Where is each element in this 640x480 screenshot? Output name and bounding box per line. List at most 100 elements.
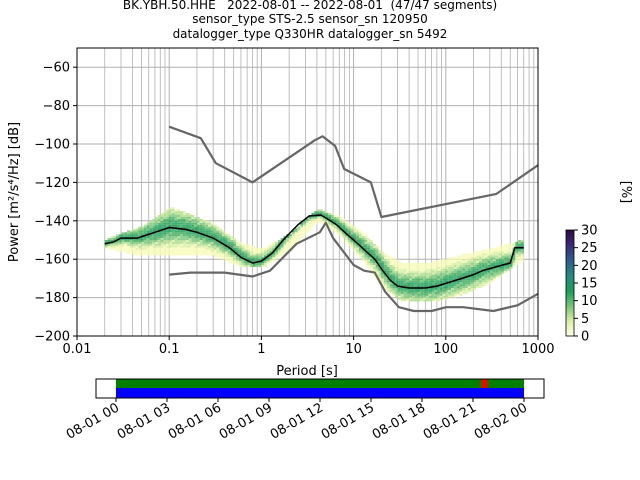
density-cell [180,211,183,214]
density-cell [180,251,183,254]
density-cell [392,289,396,292]
density-cell [372,251,376,254]
density-cell [386,263,390,265]
density-cell [384,270,387,273]
density-cell [163,245,167,248]
density-cell [163,218,167,221]
density-cell [406,295,410,298]
density-cell [322,215,326,217]
density-cell [451,274,454,277]
density-cell [247,259,250,262]
density-cell [495,270,499,273]
density-cell [227,247,231,250]
density-cell [434,288,438,290]
density-cell [266,263,270,265]
density-cell [146,226,150,229]
density-cell [409,263,412,265]
density-cell [434,297,438,300]
density-cell [138,232,142,235]
density-cell [509,263,513,265]
series-lines [104,125,538,313]
density-cell [434,274,438,277]
density-cell [339,226,343,229]
density-cell [375,249,379,252]
density-cell [409,270,412,273]
density-cell [520,253,524,256]
density-cell [266,261,270,264]
density-cell [124,251,128,254]
density-cell [115,238,119,240]
density-cell [425,264,429,267]
density-cell [375,255,379,258]
density-cell [481,284,485,287]
density-cell [166,220,169,223]
density-cell [358,234,362,237]
density-cell [428,299,432,302]
density-cell [132,240,136,242]
density-cell [305,224,309,227]
density-cell [168,209,172,212]
density-cell [336,222,340,225]
time-tick-label: 08-01 03 [115,400,173,442]
density-cell [350,243,354,246]
density-cell [182,226,186,229]
density-cell [375,278,379,281]
density-cell [155,241,158,244]
density-cell [241,243,245,246]
density-cell [378,272,382,275]
density-cell [515,249,519,252]
y-tick-label: −140 [34,214,70,229]
density-cell [378,257,382,260]
density-cell [236,240,239,242]
density-cell [230,261,234,264]
density-cell [512,264,516,267]
density-cell [420,264,424,267]
coverage-strip [116,379,524,388]
density-cell [479,259,482,262]
density-cell [202,249,206,252]
density-cell [182,211,186,214]
density-cell [157,222,161,225]
density-cell [210,253,214,256]
x-tick-label: 10 [345,342,362,357]
density-cell [157,238,161,240]
density-cell [378,276,382,279]
series-mean [104,214,524,289]
density-cell [501,266,505,269]
density-cell [378,268,382,271]
density-cell [141,240,144,242]
density-cell [481,274,485,277]
density-cell [448,270,452,273]
density-cell [208,247,211,250]
density-cell [157,228,161,231]
density-cell [487,253,491,256]
density-cell [459,276,463,279]
density-cell [185,240,189,242]
density-cell [152,228,156,231]
density-cell [361,255,365,258]
density-cell [213,236,217,239]
density-cell [188,249,192,252]
gap-marker [481,379,488,388]
density-cell [428,266,432,269]
density-cell [420,272,424,275]
density-cell [157,240,161,242]
density-cell [132,236,136,239]
density-cell [272,245,276,248]
density-cell [152,247,156,250]
density-cell [222,249,225,252]
x-axis-label: Period [s] [276,364,338,379]
density-cell [504,270,507,273]
density-cell [258,251,262,254]
density-cell [347,240,351,242]
density-cell [163,211,167,214]
density-cell [157,245,161,248]
density-cell [127,249,130,252]
density-cell [222,240,225,242]
density-cell [157,247,161,250]
density-cell [227,234,231,237]
density-cell [219,234,223,237]
density-cell [417,288,421,290]
density-cell [289,243,292,246]
density-cell [386,268,390,271]
